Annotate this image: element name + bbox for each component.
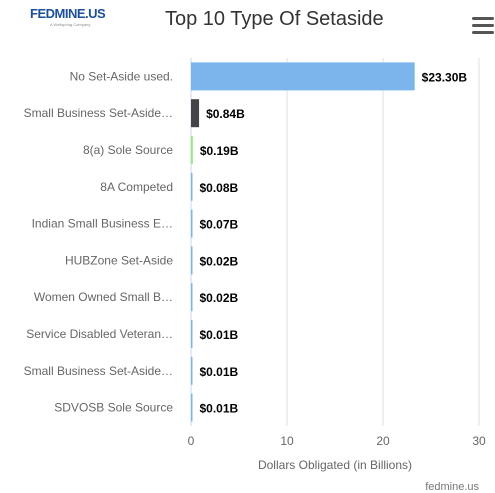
value-label: $0.01B — [200, 365, 239, 379]
bar — [191, 356, 193, 385]
bar — [191, 283, 193, 312]
category-label: SDVOSB Sole Source — [54, 401, 173, 415]
value-label: $0.08B — [200, 181, 239, 195]
value-label: $0.01B — [200, 402, 239, 416]
bar — [191, 320, 193, 348]
category-label: Women Owned Small B… — [34, 290, 173, 304]
logo-text: FEDMINE.US — [30, 6, 106, 21]
category-label: 8(a) Sole Source — [83, 143, 173, 157]
bar — [191, 99, 200, 128]
category-label: HUBZone Set-Aside — [65, 253, 173, 267]
value-label: $0.02B — [200, 254, 239, 268]
category-label: No Set-Aside used. — [70, 69, 173, 83]
bar — [191, 246, 193, 275]
x-tick-label-10: 10 — [280, 434, 294, 448]
x-tick-label-0: 0 — [188, 434, 195, 448]
value-label: $23.30B — [422, 70, 468, 84]
credit-link[interactable]: fedmine.us — [425, 481, 479, 493]
chart-title: Top 10 Type Of Setaside — [165, 8, 384, 30]
x-tick-label-20: 20 — [376, 434, 390, 448]
value-label: $0.19B — [200, 144, 239, 158]
bar — [191, 209, 193, 238]
value-label: $0.02B — [200, 291, 239, 305]
category-label: Indian Small Business E… — [32, 217, 173, 231]
category-label: Small Business Set-Aside… — [24, 364, 173, 378]
bar — [191, 136, 193, 164]
value-label: $0.01B — [200, 328, 239, 342]
x-tick-label-30: 30 — [472, 434, 486, 448]
x-axis-title: Dollars Obligated (in Billions) — [258, 458, 412, 472]
value-label: $0.07B — [200, 218, 239, 232]
category-label: Small Business Set-Aside… — [24, 106, 173, 120]
category-label: 8A Competed — [100, 180, 173, 194]
bar — [191, 62, 415, 91]
bar — [191, 172, 193, 201]
logo-subtext: A Wellspring Company — [50, 22, 91, 27]
category-label: Service Disabled Veteran… — [26, 327, 173, 341]
value-label: $0.84B — [206, 107, 245, 121]
hamburger-menu-icon[interactable] — [472, 15, 494, 35]
fedmine-logo: FEDMINE.US A Wellspring Company — [30, 6, 110, 32]
bar — [191, 393, 193, 422]
